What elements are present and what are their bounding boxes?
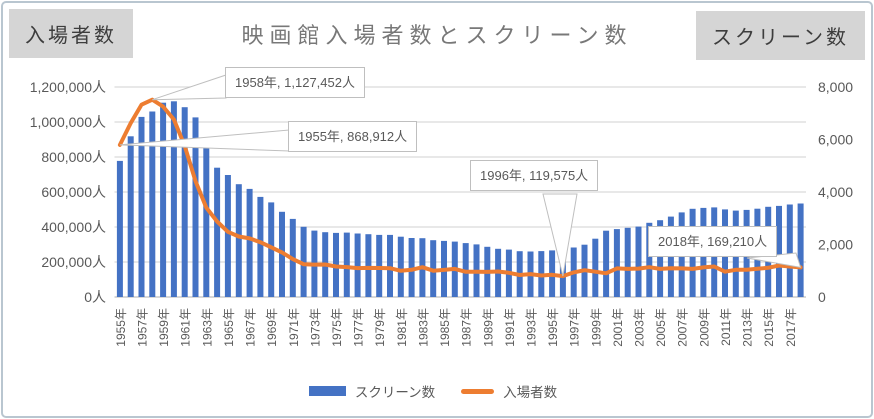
data-callout-1996: 1996年, 119,575人 bbox=[470, 160, 599, 191]
bar-screens bbox=[624, 227, 631, 297]
x-axis-tick-label: 1973年 bbox=[308, 308, 322, 347]
y-axis-left-tick-label: 400,000人 bbox=[41, 219, 106, 235]
y-axis-right-tick-label: 4,000 bbox=[818, 184, 853, 200]
bar-screens bbox=[116, 160, 123, 297]
bar-screens bbox=[776, 205, 782, 297]
bar-screens bbox=[170, 101, 177, 297]
x-axis-tick-label: 1955年 bbox=[114, 308, 128, 347]
x-axis-tick-label: 2005年 bbox=[654, 308, 668, 347]
x-axis-tick-label: 1971年 bbox=[287, 308, 301, 347]
x-axis-tick-label: 1965年 bbox=[222, 308, 236, 347]
chart-legend: スクリーン数 入場者数 bbox=[0, 381, 870, 401]
y-axis-left-tick-label: 1,000,000人 bbox=[30, 114, 106, 130]
callout-pointer bbox=[119, 129, 290, 152]
bar-screens bbox=[214, 167, 221, 297]
attendance-series-swatch bbox=[461, 388, 495, 394]
legend-label-attendance: 入場者数 bbox=[503, 385, 558, 400]
bar-screens bbox=[300, 226, 307, 297]
bar-screens bbox=[224, 175, 231, 297]
x-axis-tick-label: 1959年 bbox=[157, 308, 171, 347]
x-axis-tick-label: 1961年 bbox=[179, 308, 193, 347]
x-axis-tick-label: 1991年 bbox=[503, 308, 517, 347]
x-axis-tick-label: 2003年 bbox=[633, 308, 647, 347]
x-axis-tick-label: 2011年 bbox=[719, 308, 733, 346]
bar-screens bbox=[192, 117, 199, 298]
y-axis-left-tick-label: 1,200,000人 bbox=[30, 79, 106, 95]
bar-screens bbox=[181, 107, 188, 297]
bar-screens bbox=[203, 147, 210, 297]
legend-label-screens: スクリーン数 bbox=[354, 385, 436, 400]
x-axis-tick-label: 1967年 bbox=[244, 308, 258, 347]
x-axis-tick-label: 1989年 bbox=[481, 308, 495, 347]
x-axis-tick-label: 2017年 bbox=[784, 308, 798, 347]
x-axis-tick-label: 1999年 bbox=[589, 308, 603, 347]
bar-screens bbox=[257, 196, 264, 297]
x-axis-tick-label: 1957年 bbox=[136, 308, 150, 347]
x-axis-tick-label: 1997年 bbox=[568, 308, 582, 347]
x-axis-tick-label: 1993年 bbox=[524, 308, 538, 347]
bar-screens bbox=[635, 226, 642, 297]
bar-screens bbox=[657, 220, 664, 297]
legend-item-attendance: 入場者数 bbox=[461, 381, 557, 401]
bar-screens bbox=[387, 234, 393, 297]
y-axis-right-tick-label: 2,000 bbox=[818, 237, 853, 253]
x-axis-tick-label: 1985年 bbox=[438, 308, 452, 347]
bar-screens bbox=[127, 136, 134, 297]
bar-screens bbox=[646, 222, 653, 297]
screens-series-swatch bbox=[308, 386, 346, 396]
bar-screens bbox=[246, 188, 253, 297]
bar-screens bbox=[797, 203, 804, 297]
bar-screens bbox=[365, 234, 372, 297]
x-axis-tick-label: 2001年 bbox=[611, 308, 625, 347]
bar-screens bbox=[268, 202, 275, 297]
bar-screens bbox=[376, 234, 383, 297]
bar-screens bbox=[138, 116, 145, 298]
callout-pointer bbox=[542, 193, 578, 277]
right-axis-badge: スクリーン数 bbox=[696, 11, 865, 60]
legend-item-screens: スクリーン数 bbox=[308, 381, 436, 401]
bar-screens bbox=[613, 229, 620, 297]
data-callout-2018: 2018年, 169,210人 bbox=[648, 226, 778, 257]
x-axis-tick-label: 1977年 bbox=[352, 308, 366, 347]
bar-screens bbox=[149, 111, 156, 297]
bar-screens bbox=[786, 204, 793, 297]
y-axis-left-tick-label: 600,000人 bbox=[41, 184, 106, 200]
y-axis-left-tick-label: 0人 bbox=[84, 289, 106, 305]
y-axis-right-tick-label: 8,000 bbox=[818, 79, 853, 95]
data-callout-1955: 1955年, 868,912人 bbox=[288, 121, 418, 152]
data-callout-1958: 1958年, 1,127,452人 bbox=[225, 67, 365, 98]
bar-screens bbox=[235, 184, 242, 297]
left-axis-badge: 入場者数 bbox=[9, 9, 133, 58]
x-axis-tick-label: 1995年 bbox=[546, 308, 560, 347]
x-axis-tick-label: 1981年 bbox=[395, 308, 409, 347]
x-axis-tick-label: 1963年 bbox=[200, 308, 214, 347]
x-axis-tick-label: 2009年 bbox=[697, 308, 711, 347]
bar-screens bbox=[603, 230, 610, 297]
bar-screens bbox=[343, 232, 350, 297]
y-axis-left-tick-label: 800,000人 bbox=[41, 149, 106, 165]
x-axis-tick-label: 1969年 bbox=[265, 308, 279, 347]
attendance-line bbox=[117, 97, 803, 279]
x-axis-tick-label: 1979年 bbox=[373, 308, 387, 347]
x-axis-tick-label: 2015年 bbox=[762, 308, 776, 347]
y-axis-right-tick-label: 0 bbox=[818, 289, 826, 305]
bar-screens bbox=[354, 233, 361, 297]
bar-screens bbox=[397, 236, 404, 297]
x-axis-tick-label: 1983年 bbox=[416, 308, 430, 347]
bar-screens bbox=[160, 102, 167, 297]
x-axis-tick-label: 1987年 bbox=[460, 308, 474, 347]
bar-screens bbox=[592, 238, 599, 297]
x-axis-tick-label: 1975年 bbox=[330, 308, 344, 347]
chart-title: 映画館入場者数とスクリーン数 bbox=[241, 23, 633, 48]
bar-screens bbox=[408, 238, 415, 297]
y-axis-right-tick-label: 6,000 bbox=[818, 132, 853, 148]
x-axis-tick-label: 2007年 bbox=[676, 308, 690, 347]
x-axis-tick-label: 2013年 bbox=[741, 308, 755, 347]
y-axis-left-tick-label: 200,000人 bbox=[41, 254, 106, 270]
